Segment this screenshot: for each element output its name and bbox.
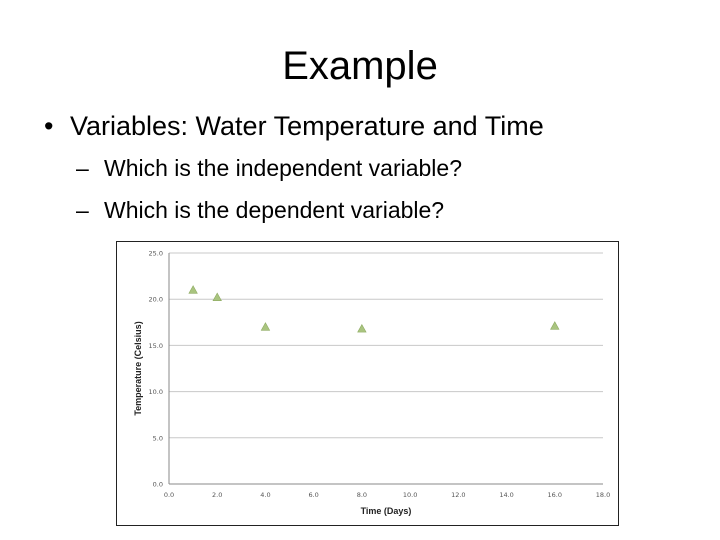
sub-bullet-text: Which is the dependent variable? bbox=[104, 197, 445, 223]
grid-lines bbox=[169, 252, 603, 439]
data-point bbox=[212, 292, 222, 302]
sub-bullet-marker: – bbox=[76, 197, 89, 223]
x-tick-label: 6.0 bbox=[308, 491, 318, 499]
data-point bbox=[550, 321, 560, 330]
data-point bbox=[260, 322, 271, 331]
bullet-item: • Variables: Water Temperature and Time bbox=[44, 108, 544, 144]
x-tick-label: 0.0 bbox=[164, 491, 174, 499]
x-tick-label: 4.0 bbox=[260, 491, 270, 499]
x-tick-label: 12.0 bbox=[451, 491, 465, 499]
y-tick-label: 15.0 bbox=[149, 342, 163, 350]
scatter-chart: 0.0 5.0 10.0 15.0 20.0 25.0 0.0 2.0 4.0 6.0 8.0 10.… bbox=[116, 241, 619, 526]
x-axis-label: Time (Days) bbox=[361, 506, 412, 516]
sub-bullet-marker: – bbox=[76, 155, 89, 181]
y-tick-label: 25.0 bbox=[149, 250, 163, 258]
axes bbox=[168, 253, 603, 485]
data-point bbox=[357, 323, 367, 333]
chart-canvas: 0.0 5.0 10.0 15.0 20.0 25.0 0.0 2.0 4.0 6.0 8.0 10.… bbox=[133, 250, 611, 517]
bullet-marker: • bbox=[44, 111, 54, 141]
y-tick-label: 0.0 bbox=[153, 481, 163, 489]
x-tick-label: 18.0 bbox=[596, 491, 610, 499]
data-point bbox=[188, 285, 198, 294]
bullet-text: Variables: Water Temperature and Time bbox=[70, 111, 544, 141]
slide-title: Example bbox=[282, 44, 438, 88]
x-tick-label: 16.0 bbox=[548, 491, 562, 499]
y-axis-label: Temperature (Celsius) bbox=[133, 321, 143, 415]
y-tick-label: 10.0 bbox=[149, 388, 163, 396]
sub-bullet-item: – Which is the dependent variable? bbox=[76, 195, 444, 225]
x-tick-label: 10.0 bbox=[403, 491, 417, 499]
x-tick-label: 8.0 bbox=[357, 491, 367, 499]
sub-bullet-text: Which is the independent variable? bbox=[104, 155, 463, 181]
sub-bullet-item: – Which is the independent variable? bbox=[76, 153, 462, 183]
y-tick-label: 5.0 bbox=[153, 434, 163, 442]
data-points bbox=[188, 285, 560, 333]
tick-labels: 0.0 5.0 10.0 15.0 20.0 25.0 0.0 2.0 4.0 6.0 8.0 10.… bbox=[149, 250, 611, 500]
y-tick-label: 20.0 bbox=[149, 296, 163, 304]
x-tick-label: 14.0 bbox=[499, 491, 513, 499]
x-tick-label: 2.0 bbox=[212, 491, 222, 499]
